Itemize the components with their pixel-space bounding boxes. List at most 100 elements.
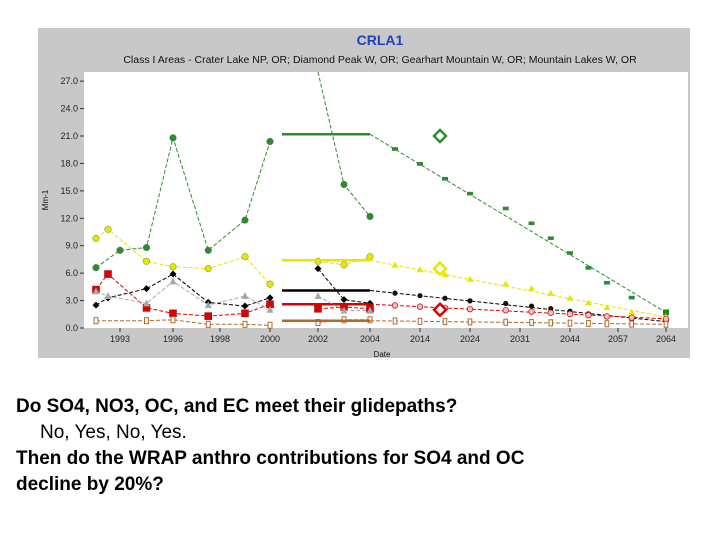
glidepath-point (528, 285, 536, 292)
chart-subtitle: Class I Areas - Crater Lake NP, OR; Diam… (123, 54, 637, 66)
glidepath-point (547, 309, 554, 316)
series-4 (92, 277, 374, 314)
data-point (116, 246, 124, 254)
glidepath-point (567, 319, 573, 327)
glidepath-point (603, 280, 610, 285)
data-point (169, 309, 177, 318)
glidepath-point (502, 280, 510, 287)
data-point (241, 302, 249, 310)
question-text: Do SO4, NO3, OC, and EC meet their glide… (16, 394, 706, 498)
glidepath-point (547, 289, 555, 296)
data-point (104, 292, 112, 299)
glidepath-point (442, 318, 448, 326)
glidepath-end-point (663, 309, 669, 316)
data-point (204, 312, 212, 320)
glidepath-point (585, 312, 592, 319)
x-tick-label: 1996 (163, 334, 183, 344)
x-tick-label: 2031 (510, 334, 530, 344)
glidepath-point (467, 298, 473, 304)
y-tick-label: 3.0 (65, 296, 78, 306)
y-tick-label: 9.0 (65, 241, 78, 251)
glidepath-point (467, 191, 473, 196)
glidepath-point (628, 314, 635, 321)
data-point (169, 263, 177, 271)
question-line-2: Then do the WRAP anthro contributions fo… (16, 448, 525, 469)
glidepath-point (529, 319, 534, 327)
glidepath-point (548, 319, 554, 327)
glidepath-point (391, 302, 399, 309)
y-tick-label: 21.0 (60, 131, 78, 141)
glidepath-point (586, 319, 591, 327)
y-axis-label: Mm-1 (41, 189, 50, 210)
chart-panel: CRLA1 Class I Areas - Crater Lake NP, OR… (38, 28, 690, 358)
x-tick-label: 2044 (560, 334, 580, 344)
data-point (144, 317, 149, 325)
projection-diamond (432, 128, 448, 144)
glidepath-point (392, 147, 398, 151)
answer-line: No, Yes, No, Yes. (40, 422, 187, 443)
data-point (92, 301, 100, 309)
x-axis-label: Date (374, 350, 391, 358)
glidepath-point (502, 307, 509, 314)
glidepath-point (442, 295, 448, 301)
glidepath-point (392, 290, 398, 296)
data-point (366, 253, 374, 261)
series-0 (92, 71, 669, 316)
question-line-1: Do SO4, NO3, OC, and EC meet their glide… (16, 396, 458, 417)
glidepath-point (584, 299, 592, 306)
data-point (266, 280, 274, 288)
glidepath-point (585, 266, 592, 270)
data-point (92, 287, 100, 295)
glidepath-point (603, 313, 611, 320)
data-point (241, 309, 249, 318)
data-point (266, 305, 274, 313)
series-line (96, 319, 271, 326)
glidepath-point (604, 320, 610, 328)
x-tick-label: 1998 (210, 334, 230, 344)
data-point (169, 277, 177, 285)
data-point (267, 321, 273, 329)
data-point (242, 320, 248, 328)
x-tick-label: 2064 (656, 334, 676, 344)
series-5 (93, 316, 669, 329)
glidepath-point (566, 310, 574, 318)
glidepath-point (466, 305, 474, 313)
data-point (142, 244, 150, 252)
y-tick-label: 6.0 (65, 268, 78, 278)
chart-title: CRLA1 (357, 32, 404, 48)
glidepath-point (503, 318, 509, 326)
glidepath-point (628, 295, 635, 300)
glidepath-point (502, 206, 509, 211)
y-tick-label: 27.0 (60, 76, 78, 86)
data-point (104, 270, 112, 278)
data-point (340, 306, 348, 314)
glidepath-point (629, 320, 635, 328)
x-tick-label: 2000 (260, 334, 280, 344)
glidepath-point (566, 294, 574, 301)
glidepath-point (662, 315, 670, 323)
data-point (143, 299, 150, 307)
data-point (314, 265, 322, 273)
x-tick-label: 2002 (308, 334, 328, 344)
glidepath-point (528, 308, 535, 315)
data-point (241, 216, 249, 224)
data-point (314, 305, 322, 313)
x-tick-label: 2024 (460, 334, 480, 344)
glidepath-point (503, 300, 509, 307)
data-point (142, 257, 150, 265)
projection-diamond (432, 301, 448, 318)
glidepath-point (663, 320, 669, 328)
x-tick-label: 2014 (410, 334, 430, 344)
data-point (241, 292, 249, 299)
glidepath-point (392, 317, 398, 325)
x-tick-label: 2004 (360, 334, 380, 344)
series-line (317, 268, 371, 304)
series-line (317, 295, 370, 312)
line-chart: CRLA1 Class I Areas - Crater Lake NP, OR… (41, 32, 688, 358)
data-point (340, 180, 348, 188)
data-point (169, 270, 177, 278)
data-point (241, 253, 249, 261)
data-point (204, 301, 212, 309)
data-point (366, 306, 374, 314)
data-point (266, 137, 274, 145)
